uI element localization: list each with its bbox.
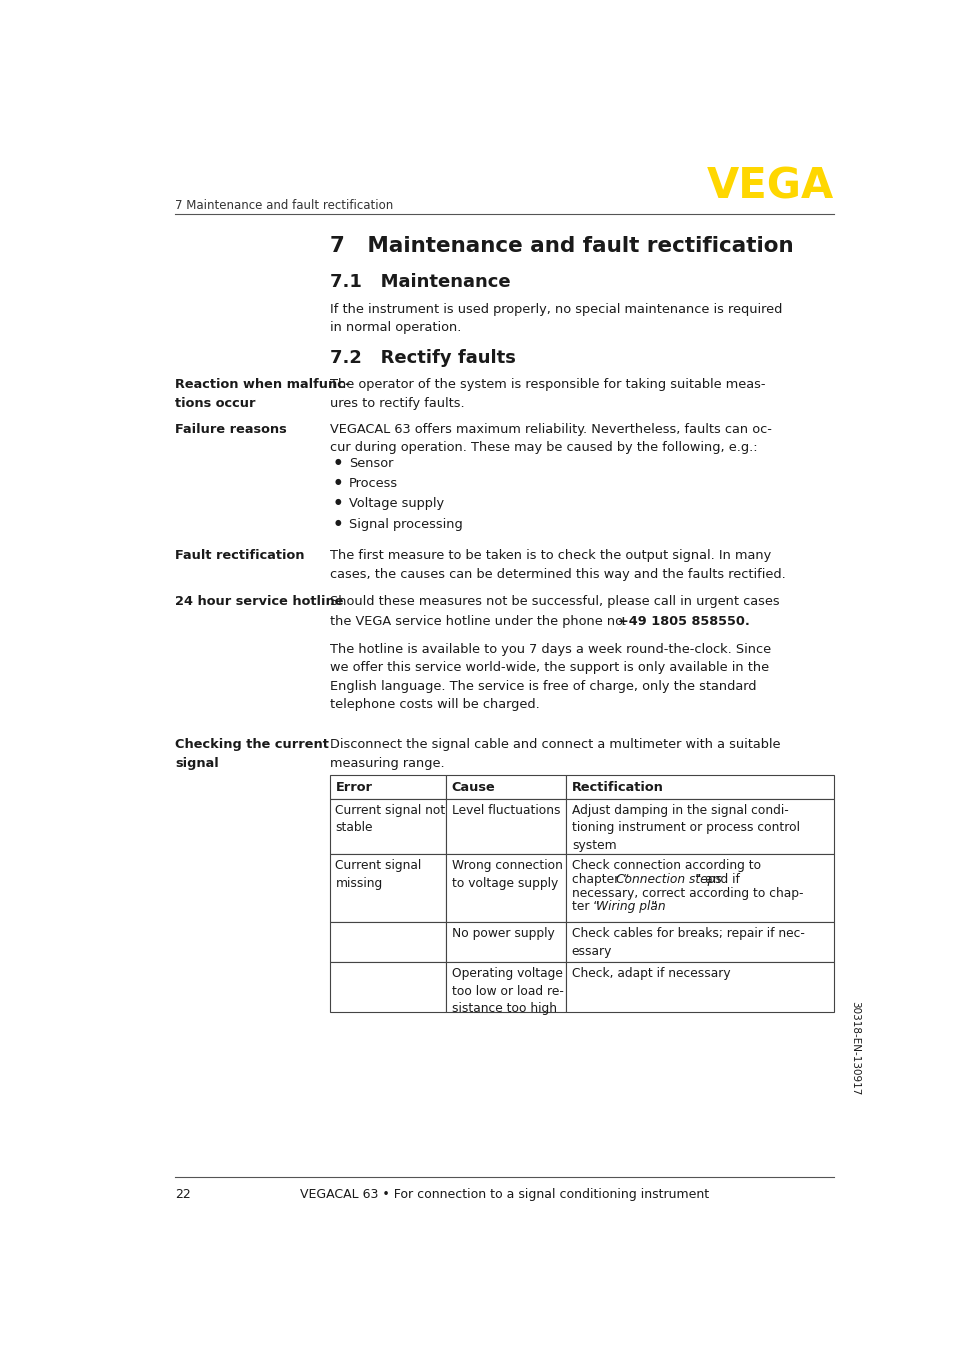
Text: If the instrument is used properly, no special maintenance is required
in normal: If the instrument is used properly, no s… (330, 303, 781, 334)
Text: ●: ● (335, 477, 341, 486)
Text: Process: Process (348, 477, 397, 490)
Text: 7.2   Rectify faults: 7.2 Rectify faults (330, 349, 516, 367)
Text: necessary, correct according to chap-: necessary, correct according to chap- (571, 887, 802, 899)
Text: 22: 22 (174, 1187, 191, 1201)
Bar (446, 799, 566, 854)
Text: Disconnect the signal cable and connect a multimeter with a suitable
measuring r: Disconnect the signal cable and connect … (330, 738, 780, 770)
Text: VEGACAL 63 • For connection to a signal conditioning instrument: VEGACAL 63 • For connection to a signal … (299, 1187, 708, 1201)
Bar (446, 854, 566, 922)
Text: chapter “: chapter “ (571, 873, 629, 886)
Text: Cause: Cause (452, 781, 495, 793)
Text: ”: ” (650, 900, 657, 913)
Text: the VEGA service hotline under the phone no.: the VEGA service hotline under the phone… (330, 615, 630, 628)
Text: Error: Error (335, 781, 372, 793)
Bar (566, 961, 833, 1011)
Text: The hotline is available to you 7 days a week round-the-clock. Since
we offer th: The hotline is available to you 7 days a… (330, 643, 770, 711)
Text: Reaction when malfunc-
tions occur: Reaction when malfunc- tions occur (174, 378, 350, 409)
Bar (446, 776, 566, 799)
Bar (566, 922, 833, 961)
Text: Sensor: Sensor (348, 456, 393, 470)
Text: Wrong connection
to voltage supply: Wrong connection to voltage supply (452, 860, 562, 890)
Text: ter “: ter “ (571, 900, 599, 913)
Text: Voltage supply: Voltage supply (348, 497, 443, 510)
Bar (330, 799, 446, 854)
Text: Current signal
missing: Current signal missing (335, 860, 421, 890)
Text: Adjust damping in the signal condi-
tioning instrument or process control
system: Adjust damping in the signal condi- tion… (571, 804, 799, 852)
Text: Operating voltage
too low or load re-
sistance too high: Operating voltage too low or load re- si… (452, 967, 563, 1016)
Text: ●: ● (335, 456, 341, 466)
Text: Check connection according to: Check connection according to (571, 860, 760, 872)
Text: The operator of the system is responsible for taking suitable meas-
ures to rect: The operator of the system is responsibl… (330, 378, 764, 409)
Text: Should these measures not be successful, please call in urgent cases: Should these measures not be successful,… (330, 596, 779, 608)
Text: Check cables for breaks; repair if nec-
essary: Check cables for breaks; repair if nec- … (571, 927, 804, 957)
Bar (566, 776, 833, 799)
Text: Signal processing: Signal processing (348, 517, 462, 531)
Bar (330, 961, 446, 1011)
Text: Wiring plan: Wiring plan (596, 900, 665, 913)
Text: Check, adapt if necessary: Check, adapt if necessary (571, 967, 730, 980)
Text: 7 Maintenance and fault rectification: 7 Maintenance and fault rectification (174, 199, 393, 211)
Text: Fault rectification: Fault rectification (174, 548, 304, 562)
Text: No power supply: No power supply (452, 927, 554, 940)
Text: ●: ● (335, 517, 341, 527)
Text: VEGACAL 63 offers maximum reliability. Nevertheless, faults can oc-
cur during o: VEGACAL 63 offers maximum reliability. N… (330, 422, 771, 454)
Text: 7   Maintenance and fault rectification: 7 Maintenance and fault rectification (330, 236, 793, 256)
Text: Current signal not
stable: Current signal not stable (335, 804, 445, 834)
Bar (330, 776, 446, 799)
Text: Rectification: Rectification (571, 781, 663, 793)
Text: The first measure to be taken is to check the output signal. In many
cases, the : The first measure to be taken is to chec… (330, 548, 785, 581)
Text: 30318-EN-130917: 30318-EN-130917 (849, 1001, 859, 1095)
Text: Level fluctuations: Level fluctuations (452, 804, 559, 816)
Bar (446, 961, 566, 1011)
Bar (566, 799, 833, 854)
Text: 7.1   Maintenance: 7.1 Maintenance (330, 274, 510, 291)
Bar (330, 922, 446, 961)
Text: Connection steps: Connection steps (616, 873, 721, 886)
Text: 24 hour service hotline: 24 hour service hotline (174, 596, 343, 608)
Text: +49 1805 858550.: +49 1805 858550. (618, 615, 749, 628)
Bar (566, 854, 833, 922)
Text: ” and if: ” and if (694, 873, 740, 886)
Text: Failure reasons: Failure reasons (174, 422, 287, 436)
Bar (446, 922, 566, 961)
Text: Checking the current
signal: Checking the current signal (174, 738, 329, 770)
Text: VEGA: VEGA (706, 165, 833, 207)
Bar (330, 854, 446, 922)
Text: ●: ● (335, 497, 341, 506)
